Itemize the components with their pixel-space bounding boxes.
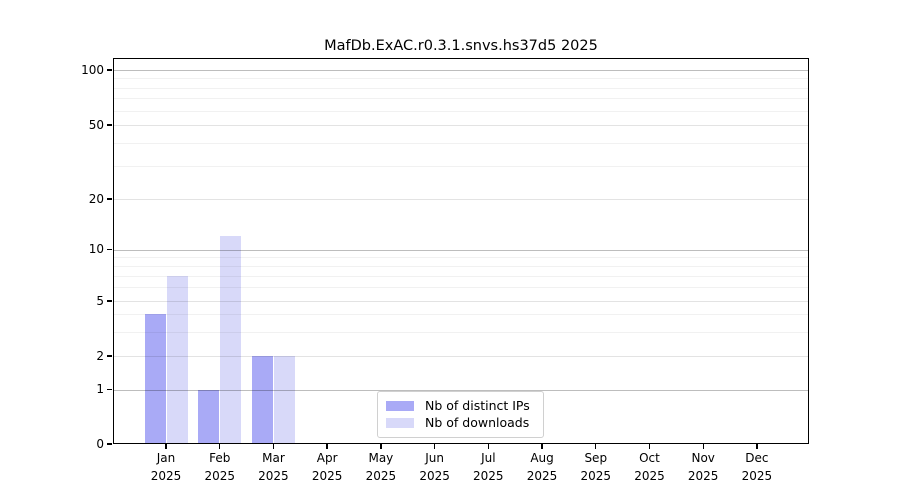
- gridline-major: [113, 70, 809, 71]
- legend-label-distinct-ips: Nb of distinct IPs: [425, 397, 530, 413]
- y-tick-label: 100: [81, 62, 104, 77]
- y-tick-mark: [107, 124, 112, 126]
- bar-downloads-feb: [220, 236, 242, 444]
- gridline-minor: [113, 266, 809, 268]
- bar-downloads-mar: [273, 356, 295, 444]
- x-tick-mark: [702, 444, 704, 449]
- x-tick-label-aug: Aug 2025: [526, 451, 558, 483]
- downloads-swatch: [386, 418, 414, 429]
- x-tick-mark: [648, 444, 651, 449]
- gridline-minor: [113, 166, 809, 168]
- y-tick-mark: [107, 443, 112, 445]
- y-tick-label: 0: [96, 436, 104, 451]
- legend-row-downloads: Nb of downloads: [386, 416, 535, 430]
- y-tick-label: 10: [88, 242, 104, 256]
- gridline-major: [113, 356, 809, 357]
- x-tick-label-jul: Jul 2025: [473, 451, 504, 483]
- x-tick-mark: [272, 444, 275, 449]
- x-tick-mark: [326, 444, 328, 449]
- x-tick-label-mar: Mar 2025: [258, 451, 289, 483]
- gridline-minor: [113, 287, 809, 289]
- gridline-minor: [113, 143, 809, 145]
- gridline-major: [113, 389, 809, 391]
- x-tick-mark: [595, 444, 597, 449]
- gridline-major: [113, 301, 809, 302]
- x-tick-mark: [541, 444, 543, 449]
- y-tick-mark: [107, 69, 112, 71]
- legend-label-downloads: Nb of downloads: [425, 415, 530, 431]
- y-tick-mark: [107, 300, 112, 302]
- bar-downloads-jan: [166, 276, 188, 444]
- y-tick-mark: [107, 355, 112, 357]
- x-tick-label-nov: Nov 2025: [687, 451, 719, 483]
- x-tick-label-apr: Apr 2025: [311, 451, 343, 483]
- y-tick-label: 50: [88, 117, 104, 132]
- x-tick-mark: [165, 444, 167, 449]
- gridline-minor: [113, 110, 809, 112]
- bar-distinct-ips-feb: [198, 389, 220, 444]
- gridline-major: [113, 249, 809, 251]
- x-tick-mark: [487, 444, 489, 449]
- y-tick-label: 1: [96, 382, 104, 396]
- plot-area: [113, 58, 809, 444]
- x-tick-label-feb: Feb 2025: [204, 451, 235, 483]
- x-tick-mark: [433, 444, 436, 449]
- x-tick-label-dec: Dec 2025: [741, 451, 773, 483]
- y-tick-label: 5: [96, 293, 104, 308]
- y-tick-mark: [107, 388, 112, 391]
- gridline-minor: [113, 276, 809, 277]
- gridline-minor: [113, 331, 809, 333]
- y-tick-mark: [107, 248, 112, 251]
- x-tick-mark: [380, 444, 382, 449]
- x-tick-label-jun: Jun 2025: [419, 451, 450, 483]
- bar-distinct-ips-mar: [251, 356, 273, 444]
- gridline-major: [113, 199, 809, 200]
- x-tick-label-jan: Jan 2025: [150, 451, 182, 483]
- x-tick-label-sep: Sep 2025: [580, 451, 612, 483]
- y-tick-mark: [107, 198, 112, 200]
- gridline-major: [113, 125, 809, 126]
- y-tick-label: 20: [88, 191, 104, 206]
- x-tick-mark: [756, 444, 758, 449]
- gridline-minor: [113, 98, 809, 100]
- chart-title: MafDb.ExAC.r0.3.1.snvs.hs37d5 2025: [324, 38, 598, 54]
- gridline-minor: [113, 314, 809, 316]
- gridline-minor: [113, 87, 809, 89]
- x-tick-mark: [219, 444, 221, 449]
- gridline-minor: [113, 78, 809, 80]
- gridline-minor: [113, 257, 809, 259]
- legend-row-distinct-ips: Nb of distinct IPs: [386, 397, 535, 413]
- distinct-ips-swatch: [386, 400, 414, 411]
- x-tick-label-oct: Oct 2025: [634, 451, 665, 483]
- legend: Nb of distinct IPs Nb of downloads: [377, 391, 544, 438]
- y-tick-label: 2: [96, 348, 104, 363]
- bar-distinct-ips-jan: [144, 314, 166, 444]
- x-tick-label-may: May 2025: [365, 451, 397, 483]
